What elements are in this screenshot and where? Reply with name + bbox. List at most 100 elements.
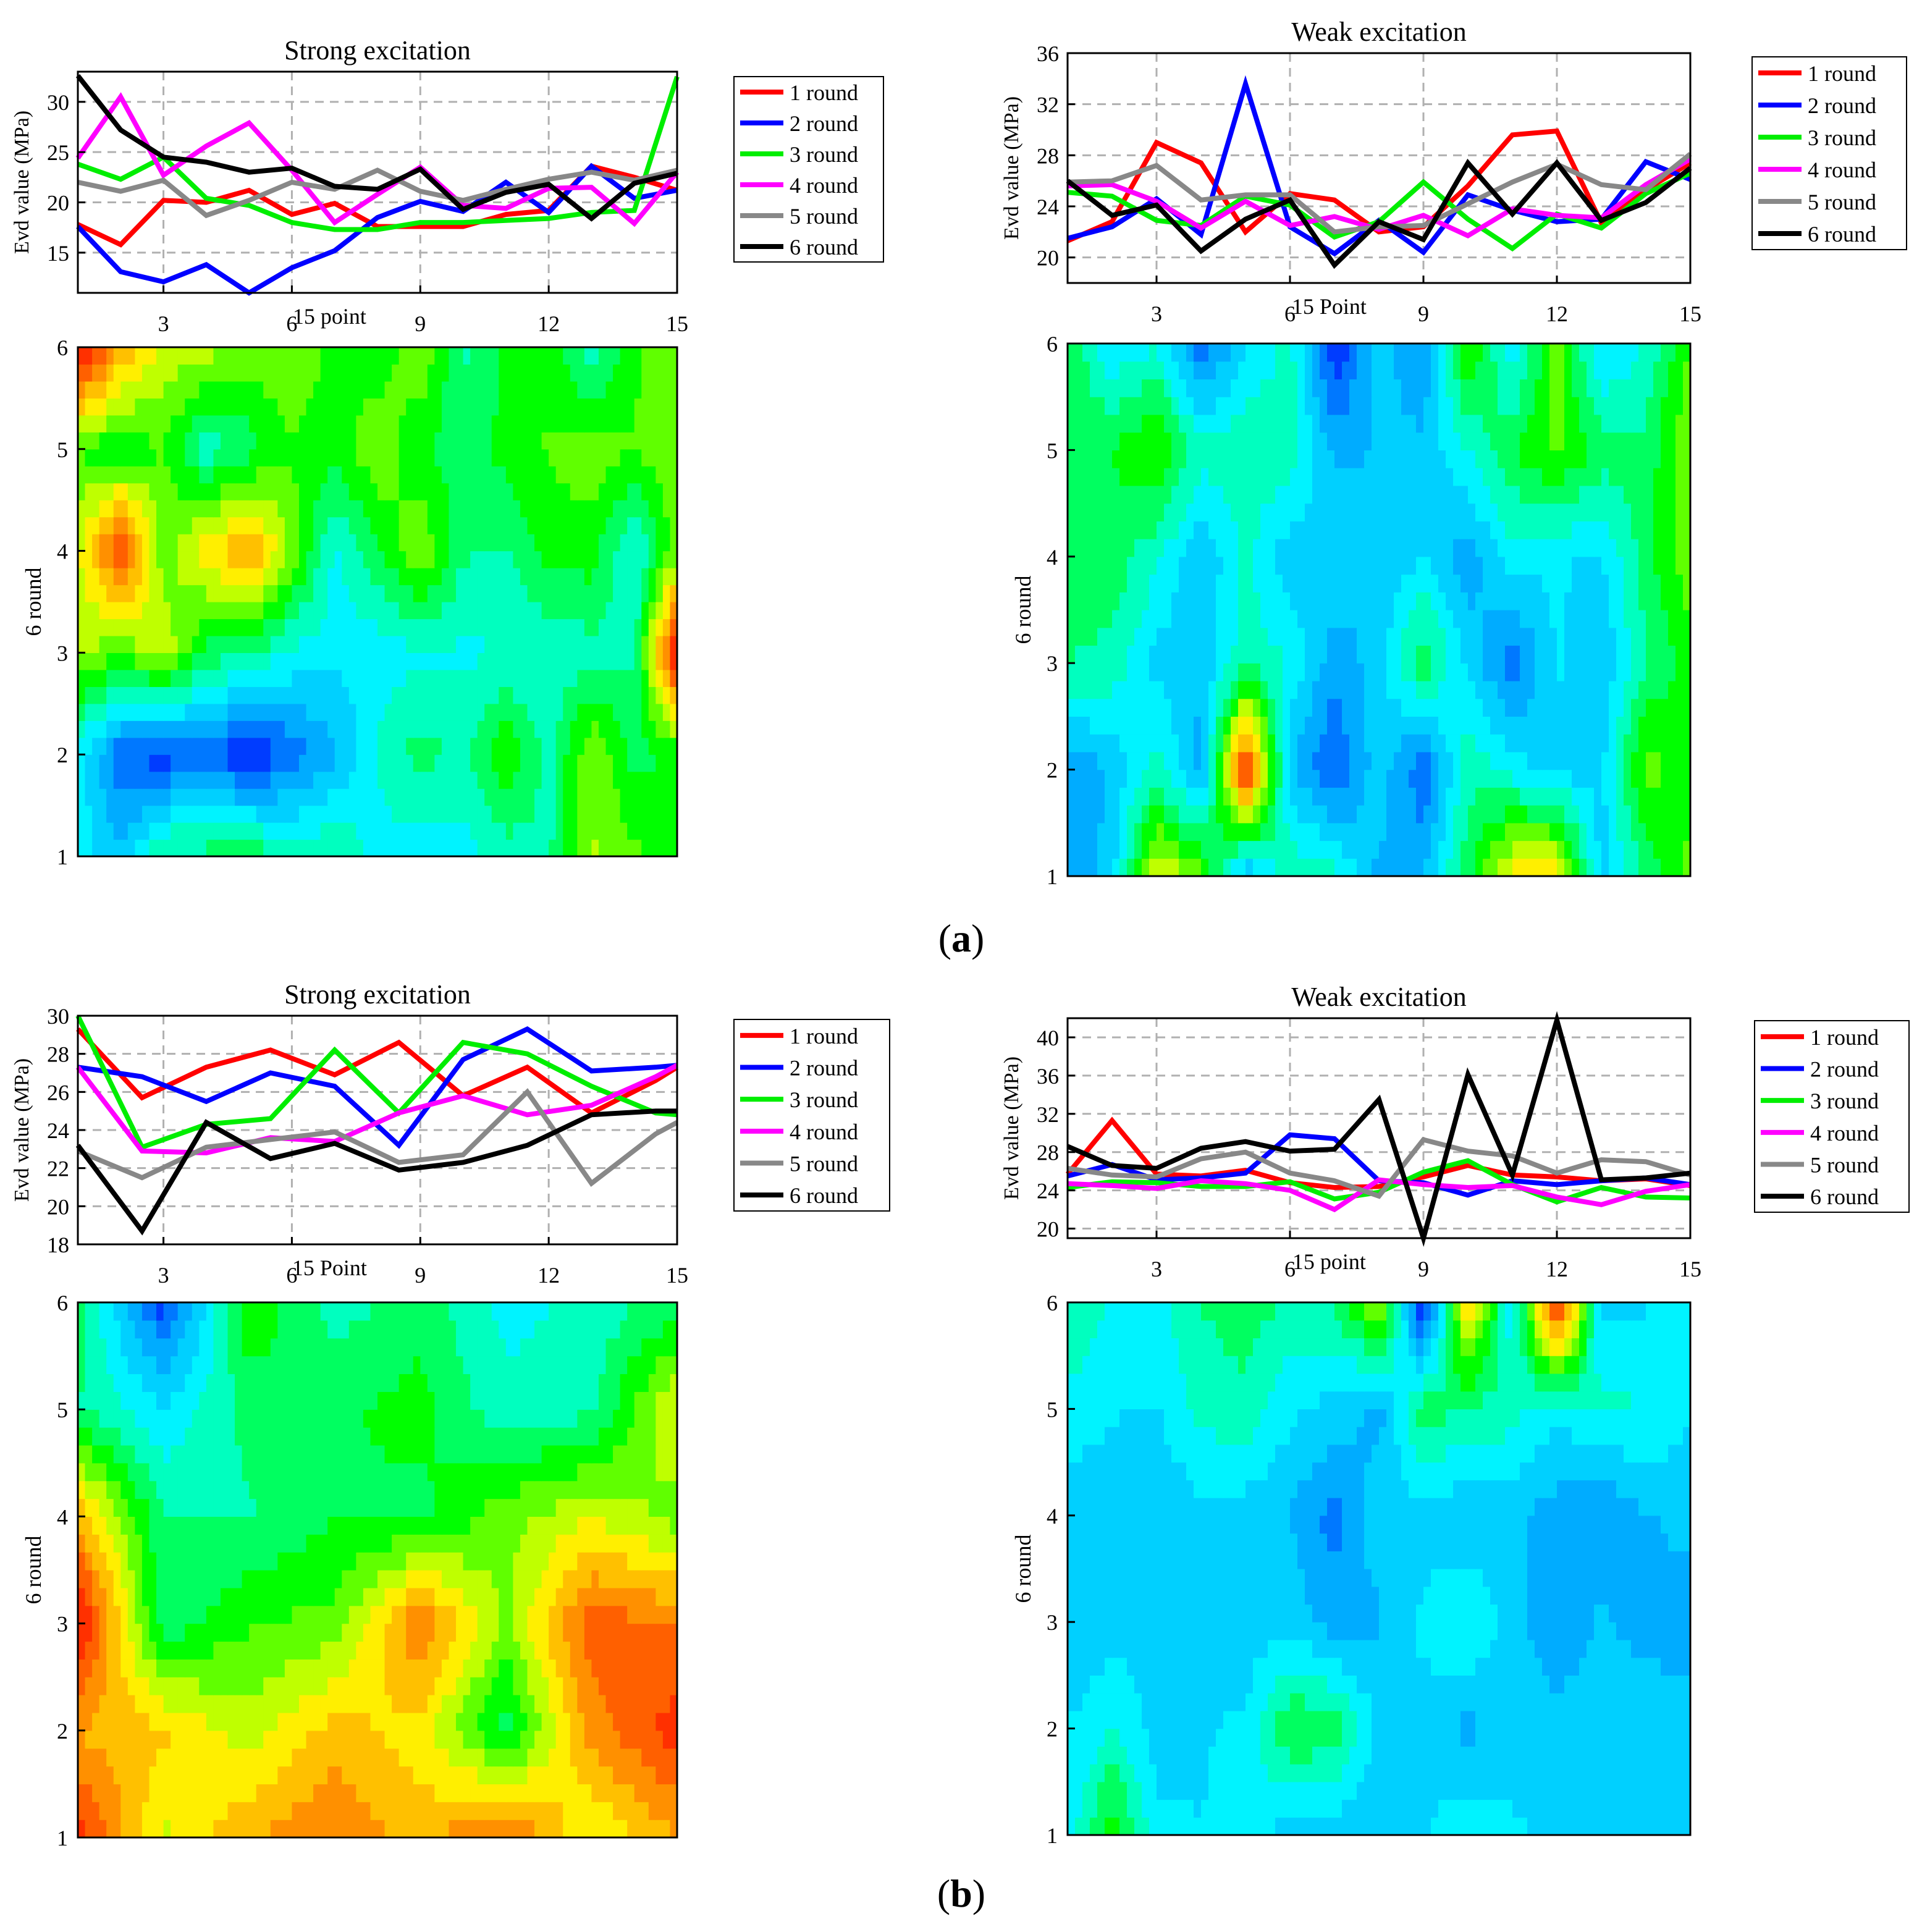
heatmap-cell — [1372, 840, 1380, 859]
heatmap-cell — [577, 584, 585, 602]
heatmap-cell — [185, 364, 193, 382]
heatmap-cell — [342, 822, 350, 840]
heatmap-cell — [1119, 397, 1127, 415]
heatmap-cell — [641, 449, 649, 466]
heatmap-cell — [284, 568, 293, 586]
heatmap-cell — [1549, 680, 1557, 699]
heatmap-cell — [1253, 840, 1261, 859]
heatmap-cell — [370, 449, 378, 466]
heatmap-cell — [1438, 805, 1446, 824]
heatmap-cell — [1631, 521, 1639, 539]
heatmap-cell — [199, 788, 207, 806]
heatmap-cell — [1134, 627, 1142, 646]
heatmap-cell — [598, 584, 607, 602]
heatmap-cell — [1290, 822, 1298, 842]
heatmap-cell — [1423, 805, 1431, 824]
heatmap-cell — [348, 568, 356, 586]
heatmap-cell — [413, 737, 421, 755]
heatmap-cell — [1364, 592, 1372, 610]
heatmap-cell — [406, 737, 414, 755]
heatmap-cell — [477, 550, 485, 568]
heatmap-cell — [527, 517, 535, 534]
heatmap-cell — [662, 568, 671, 586]
heatmap-cell — [1446, 521, 1454, 539]
heatmap-cell — [185, 618, 193, 636]
heatmap-cell — [1431, 716, 1439, 735]
heatmap-cell — [1638, 858, 1646, 877]
heatmap-cell — [120, 720, 129, 738]
heatmap-cell — [348, 449, 356, 466]
heatmap-cell — [1564, 397, 1572, 415]
heatmap-cell — [398, 584, 407, 602]
heatmap-cell — [1364, 645, 1372, 664]
heatmap-cell — [570, 432, 578, 450]
heatmap-cell — [120, 618, 129, 636]
heatmap-cell — [513, 364, 521, 382]
heatmap-cell — [406, 534, 414, 552]
heatmap-cell — [263, 500, 271, 518]
heatmap-cell — [206, 534, 214, 552]
heatmap-cell — [348, 398, 356, 416]
heatmap-cell — [235, 822, 243, 840]
heatmap-cell — [1661, 556, 1669, 575]
heatmap-cell — [1438, 379, 1446, 397]
heatmap-cell — [1446, 751, 1454, 770]
heatmap-cell — [141, 347, 150, 365]
heatmap-cell — [1512, 485, 1520, 504]
heatmap-cell — [1520, 468, 1528, 486]
heatmap-cell — [99, 737, 107, 755]
heatmap-cell — [605, 737, 613, 755]
heatmap-cell — [1342, 379, 1350, 397]
heatmap-cell — [263, 771, 271, 789]
heatmap-cell — [1297, 822, 1305, 842]
heatmap-cell — [1542, 822, 1550, 842]
heatmap-cell — [520, 788, 528, 806]
heatmap-cell — [1483, 751, 1491, 770]
heatmap-cell — [1542, 610, 1550, 628]
heatmap-cell — [348, 686, 356, 704]
heatmap-cell — [605, 347, 613, 365]
heatmap-cell — [1631, 680, 1639, 699]
heatmap-cell — [662, 517, 671, 534]
heatmap-cell — [1157, 610, 1165, 628]
heatmap-cell — [206, 635, 214, 653]
heatmap-cell — [1223, 716, 1231, 735]
heatmap-cell — [1386, 645, 1394, 664]
heatmap-cell — [298, 568, 307, 586]
heatmap-cell — [1268, 450, 1276, 468]
heatmap-cell — [220, 839, 229, 857]
heatmap-cell — [1186, 468, 1194, 486]
heatmap-cell — [106, 364, 114, 382]
heatmap-cell — [1438, 592, 1446, 610]
heatmap-cell — [456, 822, 464, 840]
heatmap-cell — [1512, 379, 1520, 397]
heatmap-cell — [670, 364, 678, 382]
heatmap-cell — [185, 686, 193, 704]
heatmap-cell — [1246, 751, 1254, 770]
heatmap-cell — [1505, 414, 1513, 433]
heatmap-cell — [185, 771, 193, 789]
heatmap-cell — [1379, 468, 1387, 486]
heatmap-cell — [1416, 680, 1424, 699]
heatmap-cell — [135, 500, 143, 518]
heatmap-cell — [1090, 379, 1098, 397]
heatmap-cell — [1290, 734, 1298, 753]
heatmap-cell — [484, 466, 492, 484]
heatmap-cell — [1653, 503, 1661, 521]
heatmap-cell — [484, 822, 492, 840]
heatmap-cell — [120, 364, 129, 382]
heatmap-cell — [249, 788, 257, 806]
heatmap-cell — [456, 618, 464, 636]
heatmap-cell — [342, 534, 350, 552]
heatmap-cell — [363, 839, 371, 857]
heatmap-cell — [1446, 840, 1454, 859]
heatmap-cell — [1446, 610, 1454, 628]
heatmap-cell — [242, 822, 250, 840]
heatmap-cell — [242, 364, 250, 382]
heatmap-cell — [199, 347, 207, 365]
heatmap-cell — [470, 652, 478, 670]
heatmap-cell — [441, 568, 450, 586]
heatmap-cell — [1253, 610, 1261, 628]
heatmap-cell — [348, 771, 356, 789]
heatmap-cell — [1601, 503, 1609, 521]
